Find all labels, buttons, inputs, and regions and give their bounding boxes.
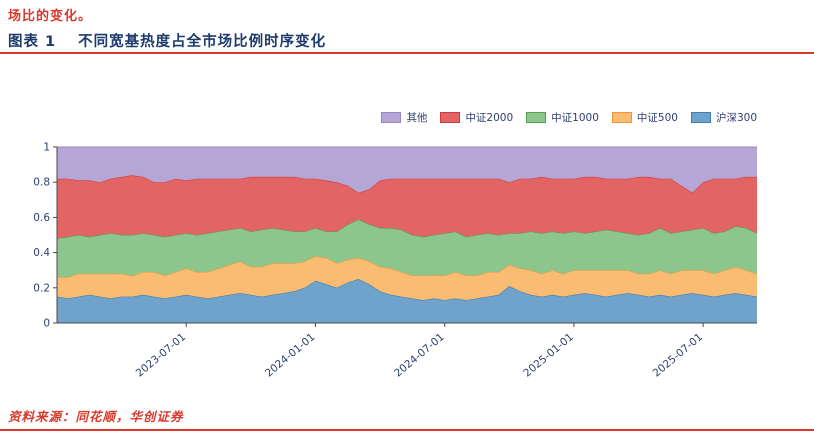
legend-swatch-icon bbox=[381, 112, 402, 123]
figure-title: 不同宽基热度占全市场比例时序变化 bbox=[78, 34, 327, 50]
legend-label: 中证500 bbox=[636, 112, 678, 124]
x-tick-label: 2024-01-01 bbox=[263, 331, 317, 379]
series-area bbox=[57, 256, 757, 301]
x-tick-label: 2025-01-01 bbox=[521, 331, 575, 379]
x-tick-label: 2025-07-01 bbox=[651, 331, 705, 379]
title-divider bbox=[0, 52, 814, 54]
series-area bbox=[57, 175, 757, 239]
series-area bbox=[57, 147, 757, 193]
legend-item: 中证1000 bbox=[526, 110, 599, 125]
bottom-divider bbox=[0, 429, 814, 431]
legend-swatch-icon bbox=[440, 112, 461, 123]
legend-label: 中证2000 bbox=[465, 112, 514, 124]
top-note: 场比的变化。 bbox=[8, 9, 93, 24]
figure-label: 图表 1 bbox=[8, 34, 57, 50]
series-area bbox=[57, 219, 757, 278]
figure-title-row: 图表 1 不同宽基热度占全市场比例时序变化 bbox=[8, 30, 326, 51]
chart-legend: 其他 中证2000 中证1000 中证500 沪深300 bbox=[381, 110, 757, 125]
x-tick-label: 2023-07-01 bbox=[134, 331, 188, 379]
y-tick-label: 0.2 bbox=[33, 282, 50, 294]
legend-item: 沪深300 bbox=[690, 110, 757, 125]
source-note: 资料来源：同花顺，华创证券 bbox=[8, 409, 184, 424]
chart-area: 0 0.2 0.4 0.6 0.8 1 2023-07-01 2024-01-01 2024-0… bbox=[0, 56, 814, 401]
stacked-area-chart: 0 0.2 0.4 0.6 0.8 1 2023-07-01 2024-01-01 2024-0… bbox=[33, 142, 758, 380]
y-tick-label: 0.6 bbox=[33, 212, 50, 224]
legend-swatch-icon bbox=[690, 112, 711, 123]
legend-label: 沪深300 bbox=[715, 112, 757, 124]
x-tick-label: 2024-07-01 bbox=[392, 331, 446, 379]
legend-label: 中证1000 bbox=[551, 112, 599, 124]
areas-group bbox=[56, 146, 758, 323]
y-tick-label: 1 bbox=[43, 142, 50, 154]
legend-item: 其他 bbox=[381, 110, 427, 125]
y-tick-label: 0 bbox=[43, 318, 50, 330]
legend-swatch-icon bbox=[611, 112, 632, 123]
legend-swatch-icon bbox=[526, 112, 547, 123]
y-tick-label: 0.8 bbox=[33, 177, 50, 189]
legend-item: 中证2000 bbox=[440, 110, 513, 125]
series-area bbox=[57, 279, 757, 323]
legend-item: 中证500 bbox=[611, 110, 678, 125]
y-tick-label: 0.4 bbox=[33, 247, 50, 259]
legend-label: 其他 bbox=[406, 112, 428, 124]
